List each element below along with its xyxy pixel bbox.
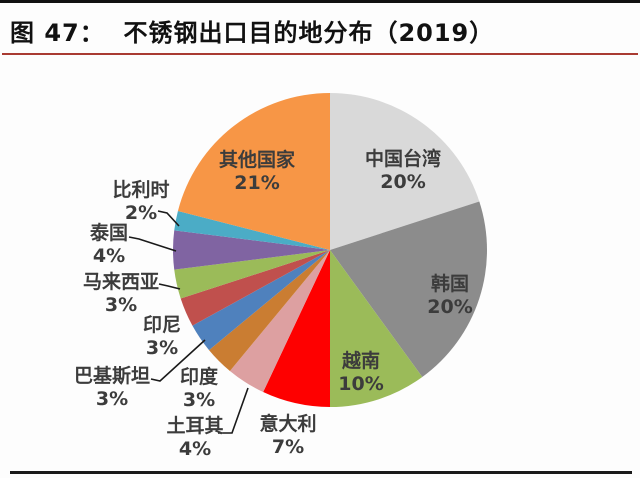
pie-slice-belgium xyxy=(174,210,330,250)
slice-label-name: 印尼 xyxy=(143,314,181,336)
slice-label-pct: 4% xyxy=(93,245,125,267)
slice-label-pct: 2% xyxy=(125,202,157,224)
slice-label-thailand: 泰国 4% xyxy=(89,221,128,267)
pie-slice-indonesia xyxy=(180,250,330,326)
slice-label-pct: 7% xyxy=(272,436,304,458)
slice-label-name: 比利时 xyxy=(112,179,169,201)
leader-line-malaysia xyxy=(158,283,181,290)
slice-label-name: 越南 xyxy=(341,349,380,372)
slice-label-pct: 3% xyxy=(183,389,215,411)
slice-label-pct: 4% xyxy=(179,438,211,460)
slice-label-pct: 10% xyxy=(338,373,383,395)
slice-label-pct: 20% xyxy=(427,296,472,318)
slice-label-name: 中国台湾 xyxy=(365,147,441,170)
leader-line-thailand xyxy=(128,236,177,252)
pie-slice-china-taiwan xyxy=(330,93,480,250)
slice-label-indonesia: 印尼 3% xyxy=(143,314,181,359)
slice-label-name: 印度 xyxy=(180,365,219,388)
pie-slice-italy xyxy=(263,250,330,407)
pie-slice-pakistan xyxy=(192,250,330,351)
pie-slice-vietnam xyxy=(330,250,423,407)
leader-line-pakistan xyxy=(150,339,206,382)
slice-label-pct: 3% xyxy=(96,388,128,410)
slice-label-other-countries: 其他国家 21% xyxy=(219,148,296,194)
slice-label-south-korea: 韩国 20% xyxy=(427,272,472,318)
pie-slice-other-countries xyxy=(177,93,330,250)
slice-label-name: 意大利 xyxy=(259,412,316,435)
slice-label-malaysia: 马来西亚 3% xyxy=(83,271,159,316)
slice-label-pct: 3% xyxy=(146,337,178,359)
slice-label-china-taiwan: 中国台湾 20% xyxy=(365,147,441,193)
slice-label-italy: 意大利 7% xyxy=(259,412,316,458)
pie-slice-south-korea xyxy=(330,201,487,378)
pie-slice-turkey xyxy=(229,250,330,393)
figure-title: 图 47： 不锈钢出口目的地分布（2019） xyxy=(10,19,495,47)
top-rule xyxy=(0,0,640,3)
slice-label-belgium: 比利时 2% xyxy=(112,179,169,224)
accent-rule xyxy=(2,53,638,55)
slice-label-pct: 20% xyxy=(380,171,425,193)
slice-label-vietnam: 越南 10% xyxy=(338,349,383,395)
pie-slice-india xyxy=(209,250,330,371)
slice-label-name: 土耳其 xyxy=(166,415,223,437)
pie-slice-malaysia xyxy=(174,250,330,299)
leader-line-turkey xyxy=(218,387,249,434)
slice-label-name: 马来西亚 xyxy=(83,271,159,293)
slice-label-pakistan: 巴基斯坦 3% xyxy=(74,364,150,410)
slice-label-turkey: 土耳其 4% xyxy=(166,415,223,460)
slice-label-name: 韩国 xyxy=(431,272,469,295)
bottom-rule xyxy=(10,471,632,474)
slice-label-pct: 3% xyxy=(105,294,137,316)
leader-line-belgium xyxy=(157,210,180,227)
slice-label-india: 印度 3% xyxy=(180,365,219,411)
pie-slice-thailand xyxy=(173,230,330,270)
slice-label-name: 泰国 xyxy=(89,221,128,244)
slice-label-name: 巴基斯坦 xyxy=(74,364,150,387)
slice-label-pct: 21% xyxy=(234,172,279,194)
slice-label-name: 其他国家 xyxy=(219,148,296,171)
